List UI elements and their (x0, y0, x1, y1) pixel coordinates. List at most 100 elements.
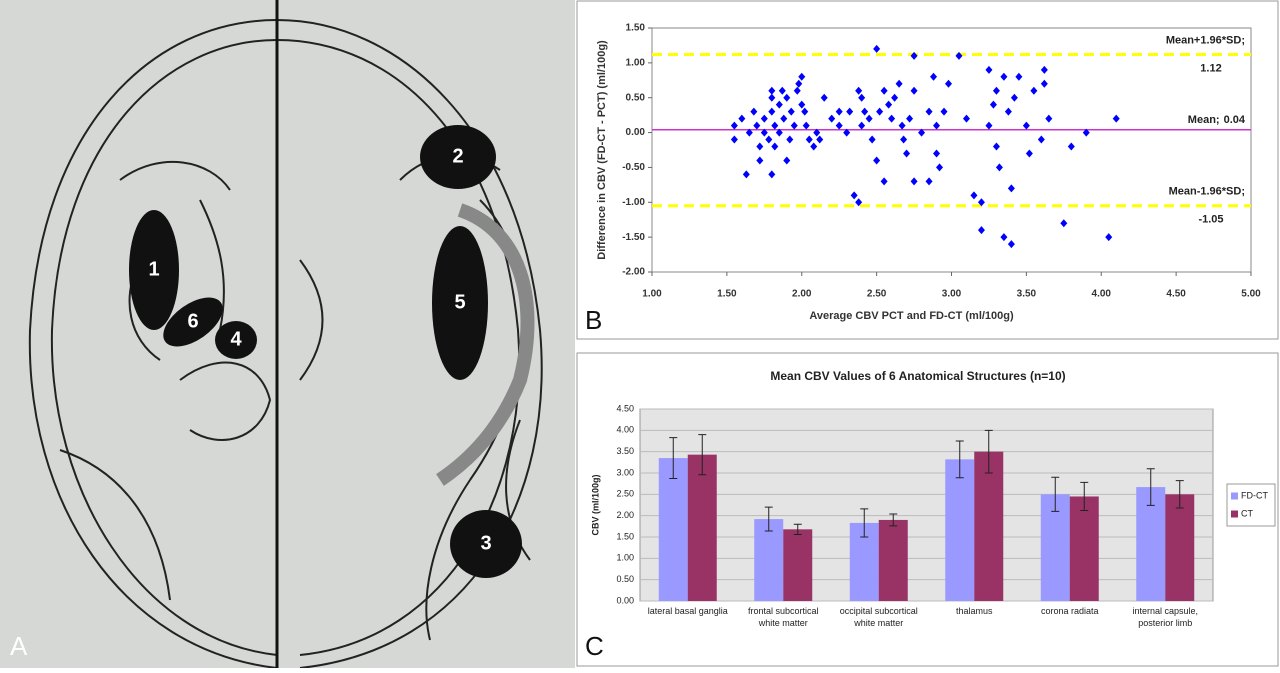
error-bar (698, 434, 707, 476)
data-point (768, 93, 776, 102)
data-point (1040, 65, 1048, 74)
plot-area (651, 27, 1252, 273)
data-point (861, 107, 869, 116)
data-point (798, 100, 806, 109)
data-point (787, 107, 795, 116)
region-6 (163, 297, 223, 347)
data-point (835, 107, 843, 116)
panel-label: A (10, 631, 28, 661)
data-point (750, 107, 758, 116)
data-point (778, 86, 786, 95)
ventricle (436, 203, 535, 486)
data-point (1004, 107, 1012, 116)
data-point (945, 79, 953, 88)
data-point (985, 121, 993, 130)
y-tick-label: 2.50 (616, 489, 634, 499)
data-point (989, 100, 997, 109)
data-point (868, 135, 876, 144)
region-label: 3 (480, 532, 491, 554)
y-tick-label: 4.50 (616, 403, 634, 413)
x-tick-label-box: thalamus (956, 606, 993, 616)
data-point (900, 135, 908, 144)
data-point (783, 156, 791, 165)
data-point (962, 114, 970, 123)
x-tick-label: 1.00 (642, 289, 662, 300)
region-label: 1 (148, 258, 159, 280)
data-point (1000, 233, 1008, 242)
x-tick-label: lateral basal ganglia (647, 606, 728, 616)
data-point (865, 114, 873, 123)
y-tick-label: 1.50 (616, 531, 634, 541)
error-bar (764, 506, 773, 532)
region-5 (432, 226, 488, 380)
data-point (891, 93, 899, 102)
legend-swatch (1231, 492, 1238, 500)
data-point (1082, 128, 1090, 137)
data-point (930, 72, 938, 81)
data-point (798, 72, 806, 81)
data-point (855, 86, 863, 95)
data-point (970, 191, 978, 200)
reference-label: Mean; 0.04 (1188, 114, 1246, 126)
x-tick-label: 3.00 (942, 289, 962, 300)
x-tick-label-box: internal capsule, posterior limb (1132, 606, 1198, 628)
data-point (1037, 135, 1045, 144)
data-point (855, 198, 863, 207)
data-point (940, 107, 948, 116)
data-point (780, 114, 788, 123)
error-bar (793, 523, 802, 535)
data-point (873, 44, 881, 53)
bar (1069, 496, 1099, 601)
panel-a: 1 6 4 2 5 3 A (0, 0, 575, 669)
y-tick-label: 0.50 (626, 92, 646, 103)
data-point (768, 107, 776, 116)
region-1 (129, 210, 179, 330)
region-label: 2 (452, 145, 463, 167)
data-point (846, 107, 854, 116)
x-tick-label: 4.00 (1092, 289, 1112, 300)
data-point (805, 135, 813, 144)
panel-label: B (585, 305, 602, 335)
reference-value: -1.05 (1198, 214, 1223, 226)
x-axis-label: Average CBV PCT and FD-CT (ml/100g) (809, 310, 1014, 322)
reference-label: Mean-1.96*SD; (1169, 186, 1245, 198)
bar (1136, 487, 1166, 601)
data-point (790, 121, 798, 130)
data-point (985, 65, 993, 74)
data-point (898, 121, 906, 130)
x-tick-label: 1.50 (717, 289, 737, 300)
error-bar (860, 508, 869, 538)
data-point (992, 142, 1000, 151)
data-point (753, 121, 761, 130)
data-point (925, 177, 933, 186)
data-point (745, 128, 753, 137)
data-point (1105, 233, 1113, 242)
data-point (910, 51, 918, 60)
legend-box (1226, 483, 1276, 527)
data-point (816, 135, 824, 144)
data-point (768, 86, 776, 95)
x-tick-label: 3.50 (1017, 289, 1037, 300)
x-tick-label: occipital subcortical white matter (839, 606, 918, 628)
legend-swatch (1231, 510, 1238, 518)
region-4 (215, 321, 257, 359)
bar (687, 454, 717, 601)
error-bar (955, 440, 964, 479)
data-point (895, 79, 903, 88)
data-point (1030, 86, 1038, 95)
y-tick-label: 0.00 (616, 595, 634, 605)
x-tick-label: 2.50 (867, 289, 887, 300)
y-tick-label: 0.50 (616, 574, 634, 584)
data-point (858, 93, 866, 102)
data-point (858, 121, 866, 130)
error-bar (1175, 480, 1184, 509)
data-point (1112, 114, 1120, 123)
x-tick-label-box: occipital subcortical white matter (839, 606, 918, 628)
error-bar (1051, 476, 1060, 512)
bar (658, 458, 688, 601)
data-point (820, 93, 828, 102)
data-point (906, 114, 914, 123)
data-point (992, 86, 1000, 95)
data-point (742, 170, 750, 179)
